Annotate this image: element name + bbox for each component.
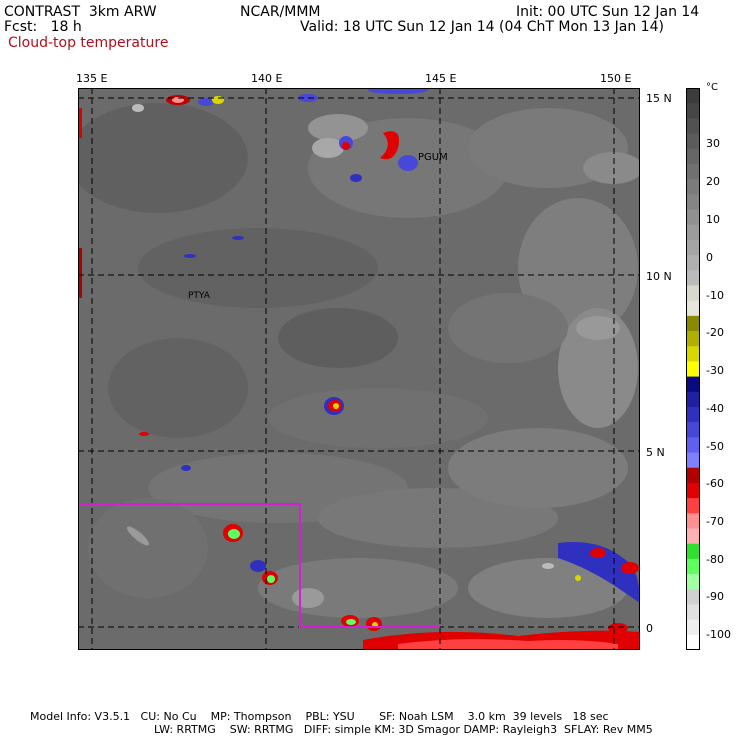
footer-model-info: Model Info: V3.5.1 CU: No Cu MP: Thompso…: [30, 710, 609, 723]
colorbar-swatch: [686, 604, 700, 621]
colorbar-swatch: [686, 498, 700, 514]
colorbar-label-m90: -90: [706, 590, 724, 603]
colorbar-label-20: 20: [706, 175, 720, 188]
colorbar-swatch: [686, 285, 700, 302]
colorbar-swatch: [686, 558, 700, 575]
lon-label-150: 150 E: [600, 72, 632, 85]
colorbar-label-m70: -70: [706, 515, 724, 528]
colorbar-label-m20: -20: [706, 326, 724, 339]
lon-label-145: 145 E: [425, 72, 457, 85]
footer-physics-info: LW: RRTMG SW: RRTMG DIFF: simple KM: 3D …: [154, 723, 653, 736]
colorbar-swatch: [686, 619, 700, 636]
colorbar-swatch: [686, 346, 700, 362]
colorbar-unit: °C: [706, 82, 718, 93]
map-border: [78, 88, 640, 650]
colorbar-label-m30: -30: [706, 364, 724, 377]
colorbar-swatch: [686, 270, 700, 286]
colorbar-swatch: [686, 376, 700, 393]
colorbar-label-10: 10: [706, 213, 720, 226]
lat-lon-grid: [78, 88, 640, 650]
colorbar-label-m100: -100: [706, 628, 731, 641]
colorbar-swatch: [686, 634, 700, 650]
colorbar-swatch: [686, 361, 700, 378]
colorbar-swatch: [686, 331, 700, 347]
colorbar-label-30: 30: [706, 137, 720, 150]
colorbar-swatch: [686, 88, 700, 104]
colorbar-swatch: [686, 194, 700, 211]
colorbar-swatch: [686, 103, 700, 119]
colorbar-swatch: [686, 437, 700, 454]
lat-label-10: 10 N: [646, 270, 672, 283]
colorbar-swatch: [686, 209, 700, 226]
colorbar-swatch: [686, 118, 700, 135]
field-name: Cloud-top temperature: [8, 35, 169, 51]
colorbar-swatch: [686, 391, 700, 408]
init-time: Init: 00 UTC Sun 12 Jan 14: [516, 4, 700, 20]
colorbar-swatch: [686, 467, 700, 484]
colorbar-swatch: [686, 224, 700, 241]
colorbar-swatch: [686, 406, 700, 423]
colorbar-swatch: [686, 255, 700, 271]
colorbar-label-0: 0: [706, 251, 713, 264]
colorbar-swatch: [686, 528, 700, 545]
forecast-hour: Fcst: 18 h: [4, 19, 82, 35]
lon-label-140: 140 E: [251, 72, 283, 85]
center-name: NCAR/MMM: [240, 4, 321, 20]
colorbar-swatch: [686, 543, 700, 560]
lat-label-15: 15 N: [646, 92, 672, 105]
colorbar-swatch: [686, 315, 700, 332]
colorbar-label-m50: -50: [706, 440, 724, 453]
station-pgum: PGUM: [418, 152, 448, 163]
colorbar-swatch: [686, 179, 700, 195]
colorbar-swatch: [686, 239, 700, 256]
colorbar-swatch: [686, 452, 700, 469]
cloud-texture: [78, 103, 640, 618]
colorbar-swatch: [686, 574, 700, 590]
colorbar-swatch: [686, 163, 700, 180]
colorbar-swatch: [686, 513, 700, 529]
model-title: CONTRAST 3km ARW: [4, 4, 157, 20]
colorbar-label-m60: -60: [706, 477, 724, 490]
lat-label-5: 5 N: [646, 446, 665, 459]
colorbar-label-m40: -40: [706, 402, 724, 415]
station-ptya: PTYA: [188, 291, 211, 301]
cloud-top-temperature-map: PGUM PTYA: [78, 88, 640, 650]
colorbar-swatch: [686, 482, 700, 499]
colorbar-swatch: [686, 148, 700, 165]
colorbar-swatch: [686, 133, 700, 150]
colorbar-swatch: [686, 422, 700, 438]
colorbar-swatch: [686, 589, 700, 605]
colorbar-label-m80: -80: [706, 553, 724, 566]
nested-domain-box: [78, 503, 440, 628]
colorbar-swatch: [686, 300, 700, 317]
colorbar-label-m10: -10: [706, 289, 724, 302]
valid-time: Valid: 18 UTC Sun 12 Jan 14 (04 ChT Mon …: [300, 19, 664, 35]
colorbar: [686, 88, 700, 650]
lon-label-135: 135 E: [76, 72, 108, 85]
lat-label-0: 0: [646, 622, 653, 635]
